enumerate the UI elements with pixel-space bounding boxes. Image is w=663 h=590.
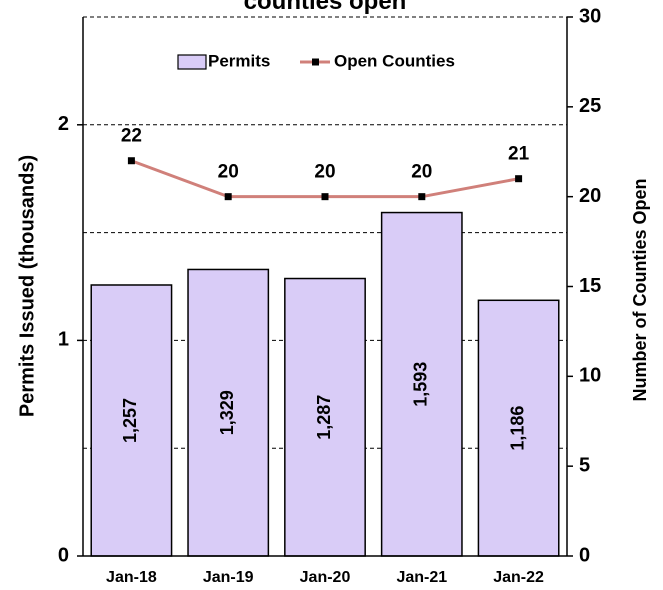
chart-title: counties open <box>244 0 407 15</box>
line-marker <box>515 175 523 183</box>
bar-value-label: 1,186 <box>507 406 527 451</box>
line-marker <box>321 193 329 201</box>
y2-tick-label: 5 <box>579 454 590 476</box>
legend-swatch <box>177 54 207 70</box>
y-tick-label: 1 <box>58 329 69 351</box>
line-value-label: 20 <box>314 162 335 183</box>
y-tick-label: 2 <box>58 113 69 135</box>
x-tick-label: Jan-22 <box>493 569 544 586</box>
legend-label: Open Counties <box>334 51 455 70</box>
x-tick-label: Jan-18 <box>106 569 157 586</box>
y2-tick-label: 30 <box>579 5 601 27</box>
line-value-label: 21 <box>508 144 530 165</box>
y2-tick-label: 10 <box>579 365 601 387</box>
line-marker <box>224 193 232 201</box>
bar-value-label: 1,287 <box>314 395 334 440</box>
line-marker <box>127 157 135 165</box>
line-value-label: 22 <box>121 126 142 147</box>
line-value-label: 20 <box>411 162 432 183</box>
y-axis-label: Permits Issued (thousands) <box>16 155 38 417</box>
y2-tick-label: 15 <box>579 275 601 297</box>
x-tick-label: Jan-19 <box>203 569 254 586</box>
legend: Permits Open Counties <box>177 51 455 70</box>
bar <box>477 299 560 557</box>
bar-value-label: 1,593 <box>411 362 431 407</box>
line-value-label: 20 <box>218 162 239 183</box>
y2-tick-label: 25 <box>579 95 601 117</box>
legend-label: Permits <box>208 51 270 70</box>
bar-value-label: 1,257 <box>120 398 140 443</box>
x-tick-label: Jan-20 <box>300 569 351 586</box>
y2-tick-label: 20 <box>579 185 601 207</box>
x-tick-label: Jan-21 <box>396 569 447 586</box>
line-marker <box>418 193 426 201</box>
bar-value-label: 1,329 <box>217 390 237 435</box>
y-tick-label: 0 <box>58 544 69 566</box>
y2-tick-label: 0 <box>579 544 590 566</box>
y2-axis-label: Number of Counties Open <box>630 178 650 401</box>
legend-marker <box>312 58 319 66</box>
